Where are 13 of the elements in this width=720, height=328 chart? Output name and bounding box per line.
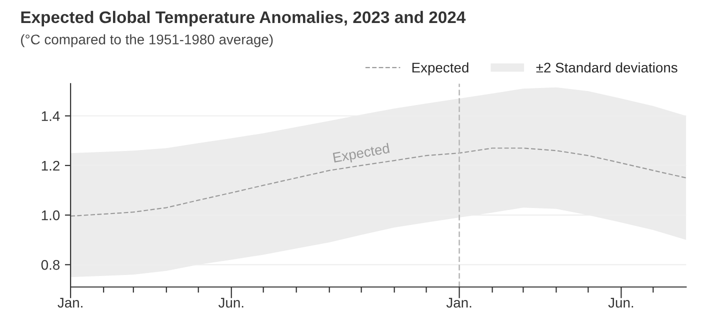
x-tick-label: Jun. — [608, 298, 634, 308]
y-tick-label: 0.8 — [41, 260, 60, 270]
y-tick-label: 1.0 — [42, 210, 60, 220]
y-tick-label: 1.2 — [42, 160, 60, 171]
annotation: Expected — [332, 142, 390, 166]
text: ±2 Standard deviations — [536, 62, 678, 73]
chart-subtitle: (°C compared to the 1951-1980 average) — [21, 34, 273, 48]
y-tick-label: 1.4 — [42, 111, 60, 121]
x-tick-label: Jan. — [58, 298, 82, 308]
chart-title: Expected Global Temperature Anomalies, 2023 and 2024 — [21, 10, 466, 26]
x-tick-label: Jun. — [218, 298, 244, 308]
legend-label: Expected — [412, 62, 468, 76]
x-tick-label: Jan. — [446, 298, 472, 308]
